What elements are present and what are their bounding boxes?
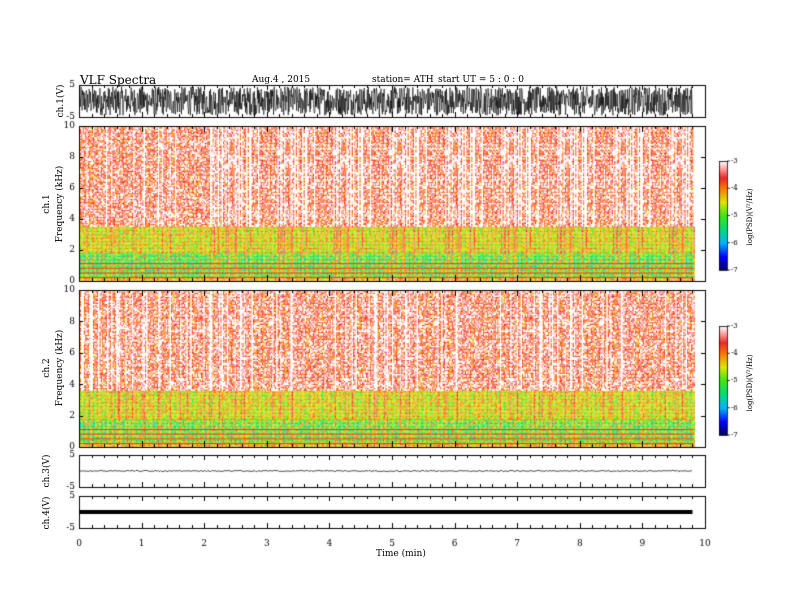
start-time-label: start UT = 5 : 0 : 0 <box>438 75 524 85</box>
ch1-colorbar-label: log(PSD)(V²/Hz) <box>746 188 754 246</box>
ch1-spectrogram-ylabel-2: Frequency (kHz) <box>55 165 65 243</box>
x-axis-label: Time (min) <box>376 549 426 559</box>
station-label: station= ATH <box>372 75 434 85</box>
ch4-waveform-ylabel: ch.4(V) <box>42 496 52 530</box>
ch1-spectrogram-ylabel-1: ch.1 <box>42 194 52 214</box>
ch1-waveform-ylabel: ch.1(V) <box>56 84 66 118</box>
chart-title: VLF Spectra <box>80 73 157 87</box>
ch2-spectrogram-ylabel-1: ch.2 <box>42 358 52 378</box>
ch2-spectrogram-ylabel-2: Frequency (kHz) <box>55 329 65 407</box>
ch2-colorbar-label: log(PSD)(V²/Hz) <box>746 354 754 412</box>
date-label: Aug.4 , 2015 <box>252 75 311 85</box>
